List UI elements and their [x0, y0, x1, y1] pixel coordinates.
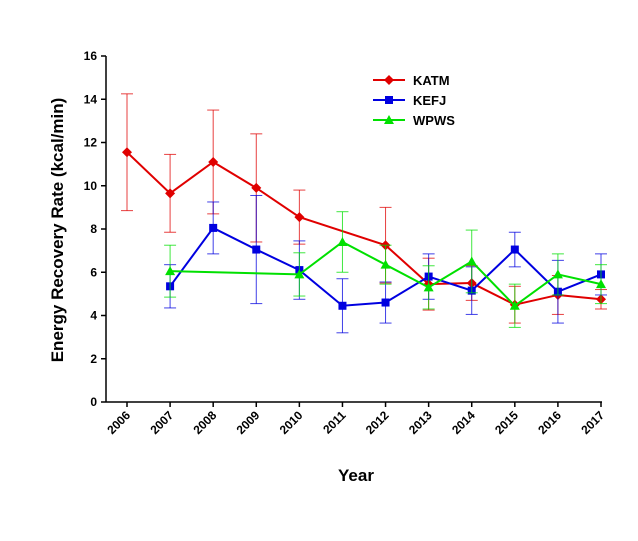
x-tick-label: 2017 [578, 408, 607, 437]
data-point [596, 279, 606, 289]
legend-label-wpws: WPWS [413, 113, 455, 128]
x-tick-label: 2008 [191, 408, 220, 437]
data-point [252, 245, 261, 254]
data-point [251, 182, 262, 193]
series-wpws [164, 211, 607, 328]
y-tick-label: 2 [90, 352, 97, 366]
x-tick-label: 2014 [449, 408, 478, 437]
x-tick-label: 2012 [363, 408, 392, 437]
y-tick-label: 16 [84, 49, 98, 63]
y-tick-label: 8 [90, 222, 97, 236]
y-tick-label: 4 [90, 309, 97, 323]
x-tick-label: 2007 [147, 408, 176, 437]
x-tick-label: 2011 [320, 408, 349, 437]
data-point [122, 147, 132, 158]
legend-marker [384, 115, 394, 124]
legend-label-kefj: KEFJ [413, 93, 446, 108]
series-layer [121, 93, 607, 334]
y-tick-label: 10 [84, 179, 98, 193]
data-point [165, 188, 176, 199]
series-line-katm [126, 151, 602, 306]
x-tick-label: 2009 [234, 408, 263, 437]
x-axis-title: Year [338, 466, 374, 485]
data-point [209, 223, 218, 232]
data-point [337, 236, 348, 246]
y-axis-title: Energy Recovery Rate (kcal/min) [48, 98, 67, 363]
legend-marker [384, 75, 394, 85]
legend: KATM KEFJ WPWS [373, 73, 455, 128]
y-tick-label: 0 [90, 395, 97, 409]
legend-label-katm: KATM [413, 73, 450, 88]
legend-marker [385, 96, 393, 104]
data-point [380, 259, 391, 269]
x-tick-label: 2016 [535, 408, 564, 437]
data-point [423, 282, 434, 292]
x-tick-label: 2015 [492, 408, 521, 437]
x-tick-label: 2013 [406, 408, 435, 437]
y-tick-label: 14 [84, 92, 98, 106]
data-point [294, 269, 305, 279]
data-point [165, 266, 176, 276]
x-tick-label: 2006 [104, 408, 133, 437]
data-point [510, 245, 519, 254]
data-point [294, 212, 305, 223]
series-katm [121, 93, 607, 324]
data-point [208, 156, 219, 167]
data-point [466, 256, 477, 266]
y-tick-label: 6 [90, 265, 97, 279]
data-point [552, 269, 563, 279]
y-tick-label: 12 [84, 136, 98, 150]
x-tick-label: 2010 [277, 408, 306, 437]
data-point [338, 301, 347, 310]
data-point [381, 298, 390, 307]
data-point [509, 300, 520, 310]
